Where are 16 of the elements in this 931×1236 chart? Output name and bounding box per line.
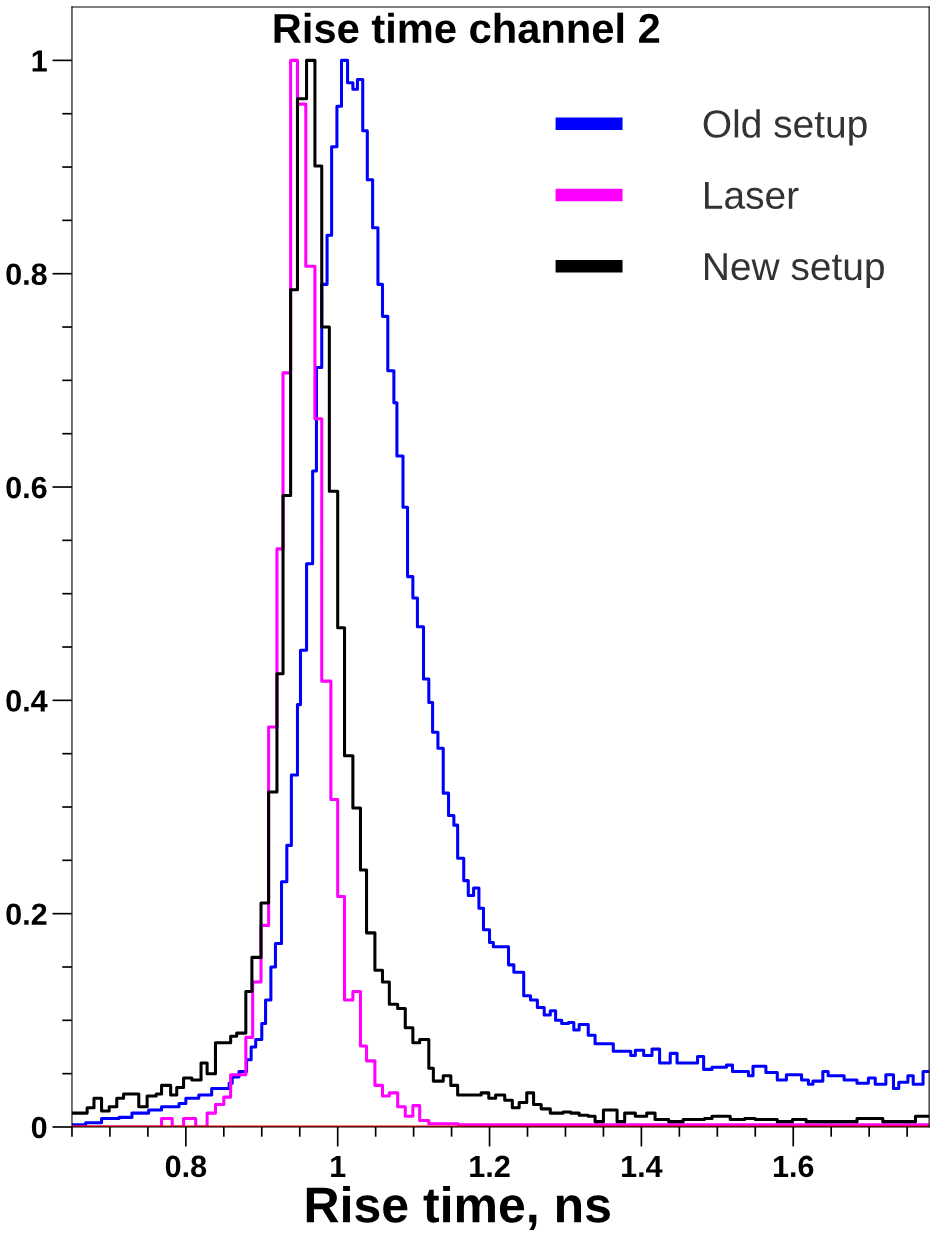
y-tick-label: 0.6 [6, 476, 47, 499]
y-tick-label: 0.8 [6, 263, 47, 286]
y-tick-label: 0 [31, 1116, 47, 1139]
x-tick-label: 0.8 [165, 1155, 207, 1178]
legend-label: Laser [705, 181, 799, 210]
x-axis-title: Rise time, ns [306, 1186, 610, 1230]
chart-title: Rise time channel 2 [274, 12, 660, 44]
y-tick-label: 0.2 [6, 903, 47, 926]
x-tick-label: 1 [331, 1155, 346, 1177]
legend-label: Old setup [703, 109, 867, 146]
y-tick-label: 1 [32, 50, 47, 72]
legend-label: New setup [705, 253, 884, 288]
y-tick-label: 0.4 [6, 690, 48, 712]
x-tick-label: 1.2 [470, 1155, 510, 1177]
x-tick-label: 1.6 [773, 1155, 814, 1178]
x-tick-label: 1.4 [622, 1155, 663, 1177]
